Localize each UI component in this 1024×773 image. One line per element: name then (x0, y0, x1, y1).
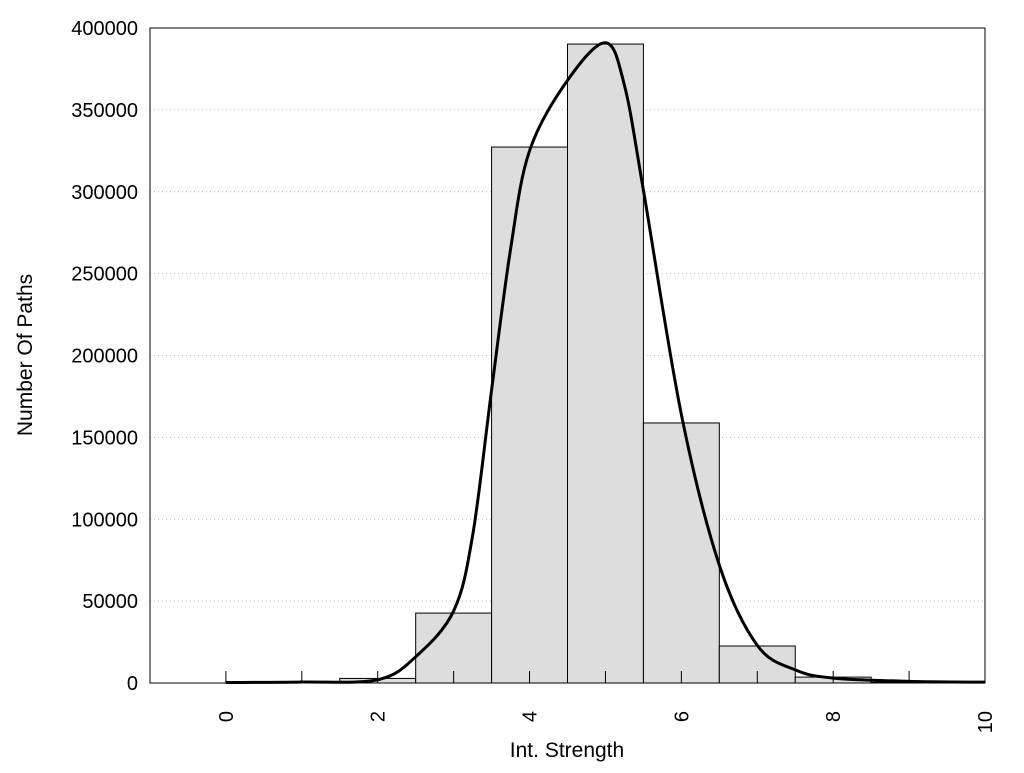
bars (264, 44, 985, 683)
y-tick-label: 250000 (71, 264, 138, 286)
x-tick-label: 10 (975, 711, 997, 733)
y-axis-label: Number Of Paths (14, 274, 37, 436)
x-tick-label: 8 (823, 711, 845, 722)
x-tick-label: 0 (216, 711, 238, 722)
x-tick-label: 6 (671, 711, 693, 722)
y-tick-label: 100000 (71, 509, 138, 531)
bar (492, 147, 568, 683)
bar (568, 44, 644, 683)
y-axis: 0 50000 100000 150000 200000 250000 300000 3500… (71, 18, 138, 695)
y-tick-label: 300000 (71, 182, 138, 204)
y-tick-label: 0 (127, 673, 138, 695)
x-axis-label: Int. Strength (510, 739, 624, 762)
x-tick-label: 4 (520, 711, 542, 722)
y-tick-label: 50000 (82, 591, 138, 613)
y-tick-label: 350000 (71, 100, 138, 122)
y-tick-label: 400000 (71, 18, 138, 40)
y-tick-label: 150000 (71, 427, 138, 449)
bar (643, 423, 719, 683)
y-tick-label: 200000 (71, 346, 138, 368)
x-tick-label: 2 (368, 711, 390, 722)
